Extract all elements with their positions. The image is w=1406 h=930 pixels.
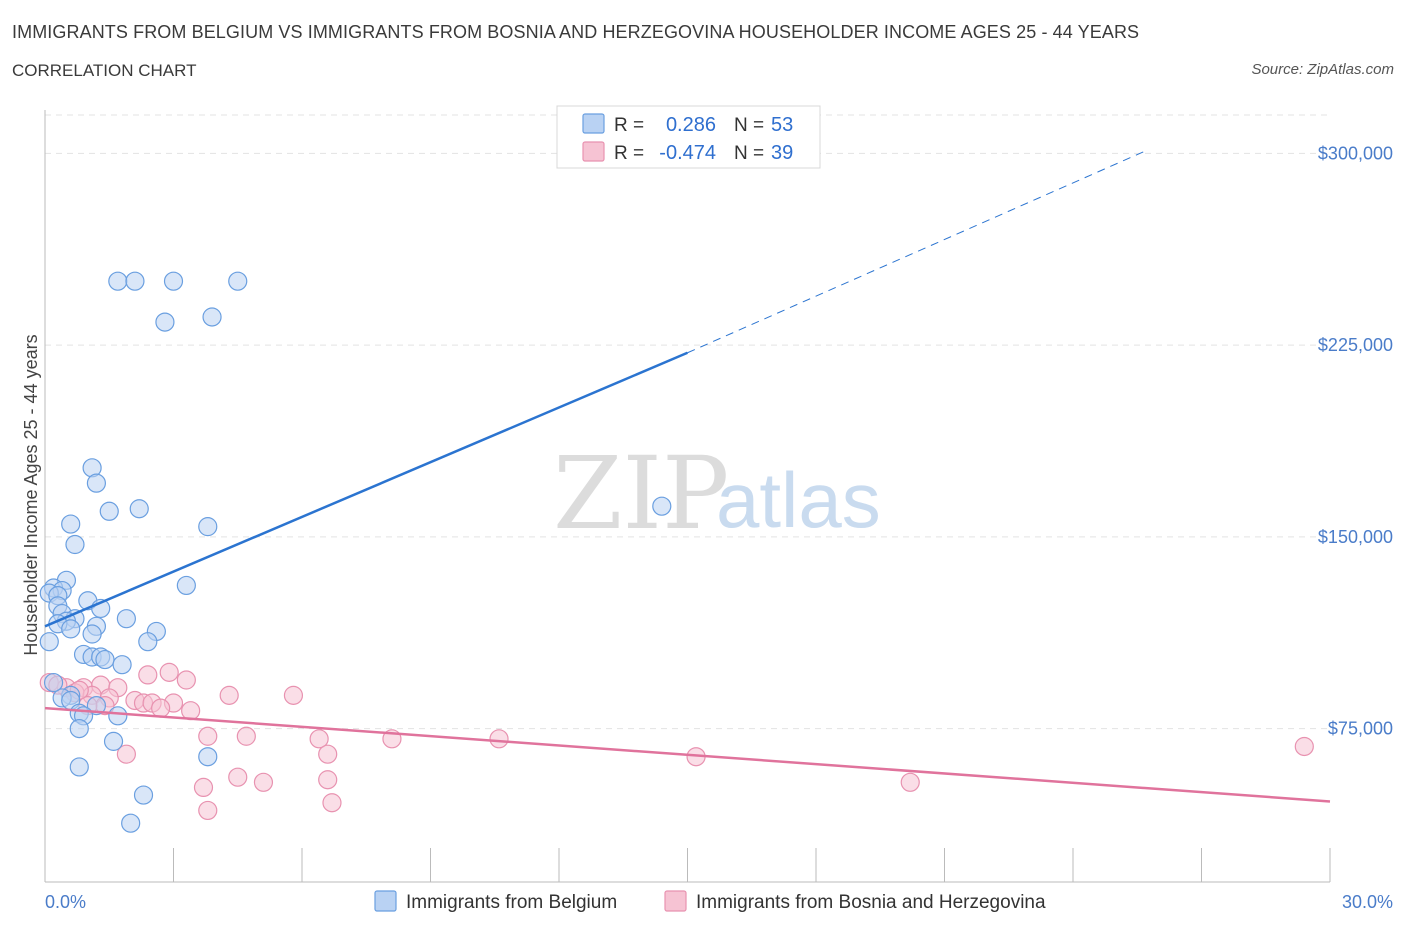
bosnia-point	[138, 665, 158, 685]
stats-r-label-belgium: R =	[614, 115, 644, 136]
stats-r-value-belgium: 0.286	[666, 114, 716, 136]
source-credit: Source: ZipAtlas.com	[1251, 61, 1394, 78]
watermark-atlas: atlas	[716, 456, 881, 544]
belgium-points	[39, 271, 672, 833]
belgium-point	[228, 271, 248, 291]
belgium-point	[155, 312, 175, 332]
belgium-point	[652, 496, 672, 516]
bosnia-point	[176, 670, 196, 690]
trend-layer	[44, 150, 1331, 803]
y-tick-label: $150,000	[1318, 527, 1393, 547]
belgium-point	[202, 307, 222, 327]
belgium-point	[69, 718, 89, 739]
belgium-point	[133, 785, 154, 805]
belgium-point	[138, 632, 158, 652]
bosnia-point	[253, 772, 274, 792]
bosnia-point	[309, 729, 329, 749]
bosnia-point	[219, 685, 239, 705]
chart-title: IMMIGRANTS FROM BELGIUM VS IMMIGRANTS FR…	[12, 22, 1140, 42]
bosnia-point	[318, 770, 338, 790]
series-legend: Immigrants from Belgium Immigrants from …	[374, 890, 1046, 913]
belgium-point	[198, 517, 218, 537]
belgium-point	[61, 619, 81, 639]
bosnia-point	[283, 685, 304, 705]
belgium-point	[129, 499, 149, 519]
bosnia-points	[39, 662, 1314, 821]
stats-swatch-bosnia	[582, 141, 605, 162]
legend-label-bosnia: Immigrants from Bosnia and Herzegovina	[696, 892, 1046, 913]
bosnia-point	[116, 744, 136, 764]
belgium-point	[108, 706, 128, 726]
stats-swatch-belgium	[582, 113, 605, 134]
bosnia-point	[228, 767, 248, 787]
belgium-point	[43, 672, 64, 693]
belgium-trend-line	[44, 351, 688, 628]
bosnia-point	[1294, 736, 1314, 757]
belgium-point	[198, 747, 218, 767]
belgium-point	[125, 271, 145, 291]
legend-label-belgium: Immigrants from Belgium	[406, 892, 617, 913]
bosnia-point	[193, 777, 214, 798]
bosnia-point	[318, 744, 338, 764]
bosnia-point	[322, 793, 342, 813]
belgium-point	[176, 575, 196, 596]
bosnia-trend-line	[44, 706, 1331, 803]
belgium-point	[86, 473, 107, 493]
belgium-point	[116, 609, 136, 629]
bosnia-point	[181, 701, 201, 721]
stats-n-label-belgium: N =	[734, 115, 764, 136]
y-tick-label: $225,000	[1318, 335, 1393, 355]
belgium-point	[61, 514, 81, 534]
belgium-point	[121, 813, 141, 833]
chart-subtitle: CORRELATION CHART	[12, 61, 197, 80]
belgium-point	[82, 624, 102, 644]
x-tick-label-max: 30.0%	[1342, 892, 1393, 912]
x-tick-label-min: 0.0%	[45, 892, 86, 912]
bosnia-point	[489, 729, 509, 749]
belgium-point	[99, 501, 119, 521]
stats-n-value-belgium: 53	[771, 114, 793, 136]
watermark-zip: ZIP	[553, 435, 729, 552]
bosnia-point	[198, 800, 218, 821]
y-tick-label: $75,000	[1328, 719, 1393, 739]
legend-swatch-belgium	[374, 890, 397, 912]
bosnia-point	[900, 772, 920, 792]
belgium-point	[65, 534, 85, 555]
legend-swatch-bosnia	[664, 890, 687, 912]
belgium-trend-extension	[687, 150, 1147, 354]
y-tick-label: $300,000	[1318, 143, 1393, 163]
belgium-point	[103, 731, 124, 751]
bosnia-point	[198, 726, 218, 746]
stats-n-label-bosnia: N =	[734, 143, 764, 164]
belgium-point	[86, 695, 107, 716]
belgium-point	[39, 632, 59, 652]
stats-r-value-bosnia: -0.474	[659, 142, 716, 164]
stats-legend: R = 0.286 N = 53 R = -0.474 N = 39	[556, 105, 821, 169]
grid-layer	[45, 114, 1330, 730]
belgium-point	[163, 271, 184, 291]
axes-layer: $75,000 $150,000 $225,000 $300,000	[44, 110, 1393, 883]
stats-r-label-bosnia: R =	[614, 143, 644, 164]
belgium-point	[95, 649, 115, 670]
watermark: ZIP atlas	[553, 435, 881, 552]
bosnia-point	[151, 698, 171, 718]
stats-n-value-bosnia: 39	[771, 142, 793, 164]
y-axis-label: Householder Income Ages 25 - 44 years	[21, 334, 41, 655]
bosnia-point	[159, 662, 179, 682]
belgium-point	[69, 757, 89, 777]
belgium-point	[112, 655, 132, 675]
belgium-point	[108, 271, 128, 291]
bosnia-point	[236, 726, 256, 746]
